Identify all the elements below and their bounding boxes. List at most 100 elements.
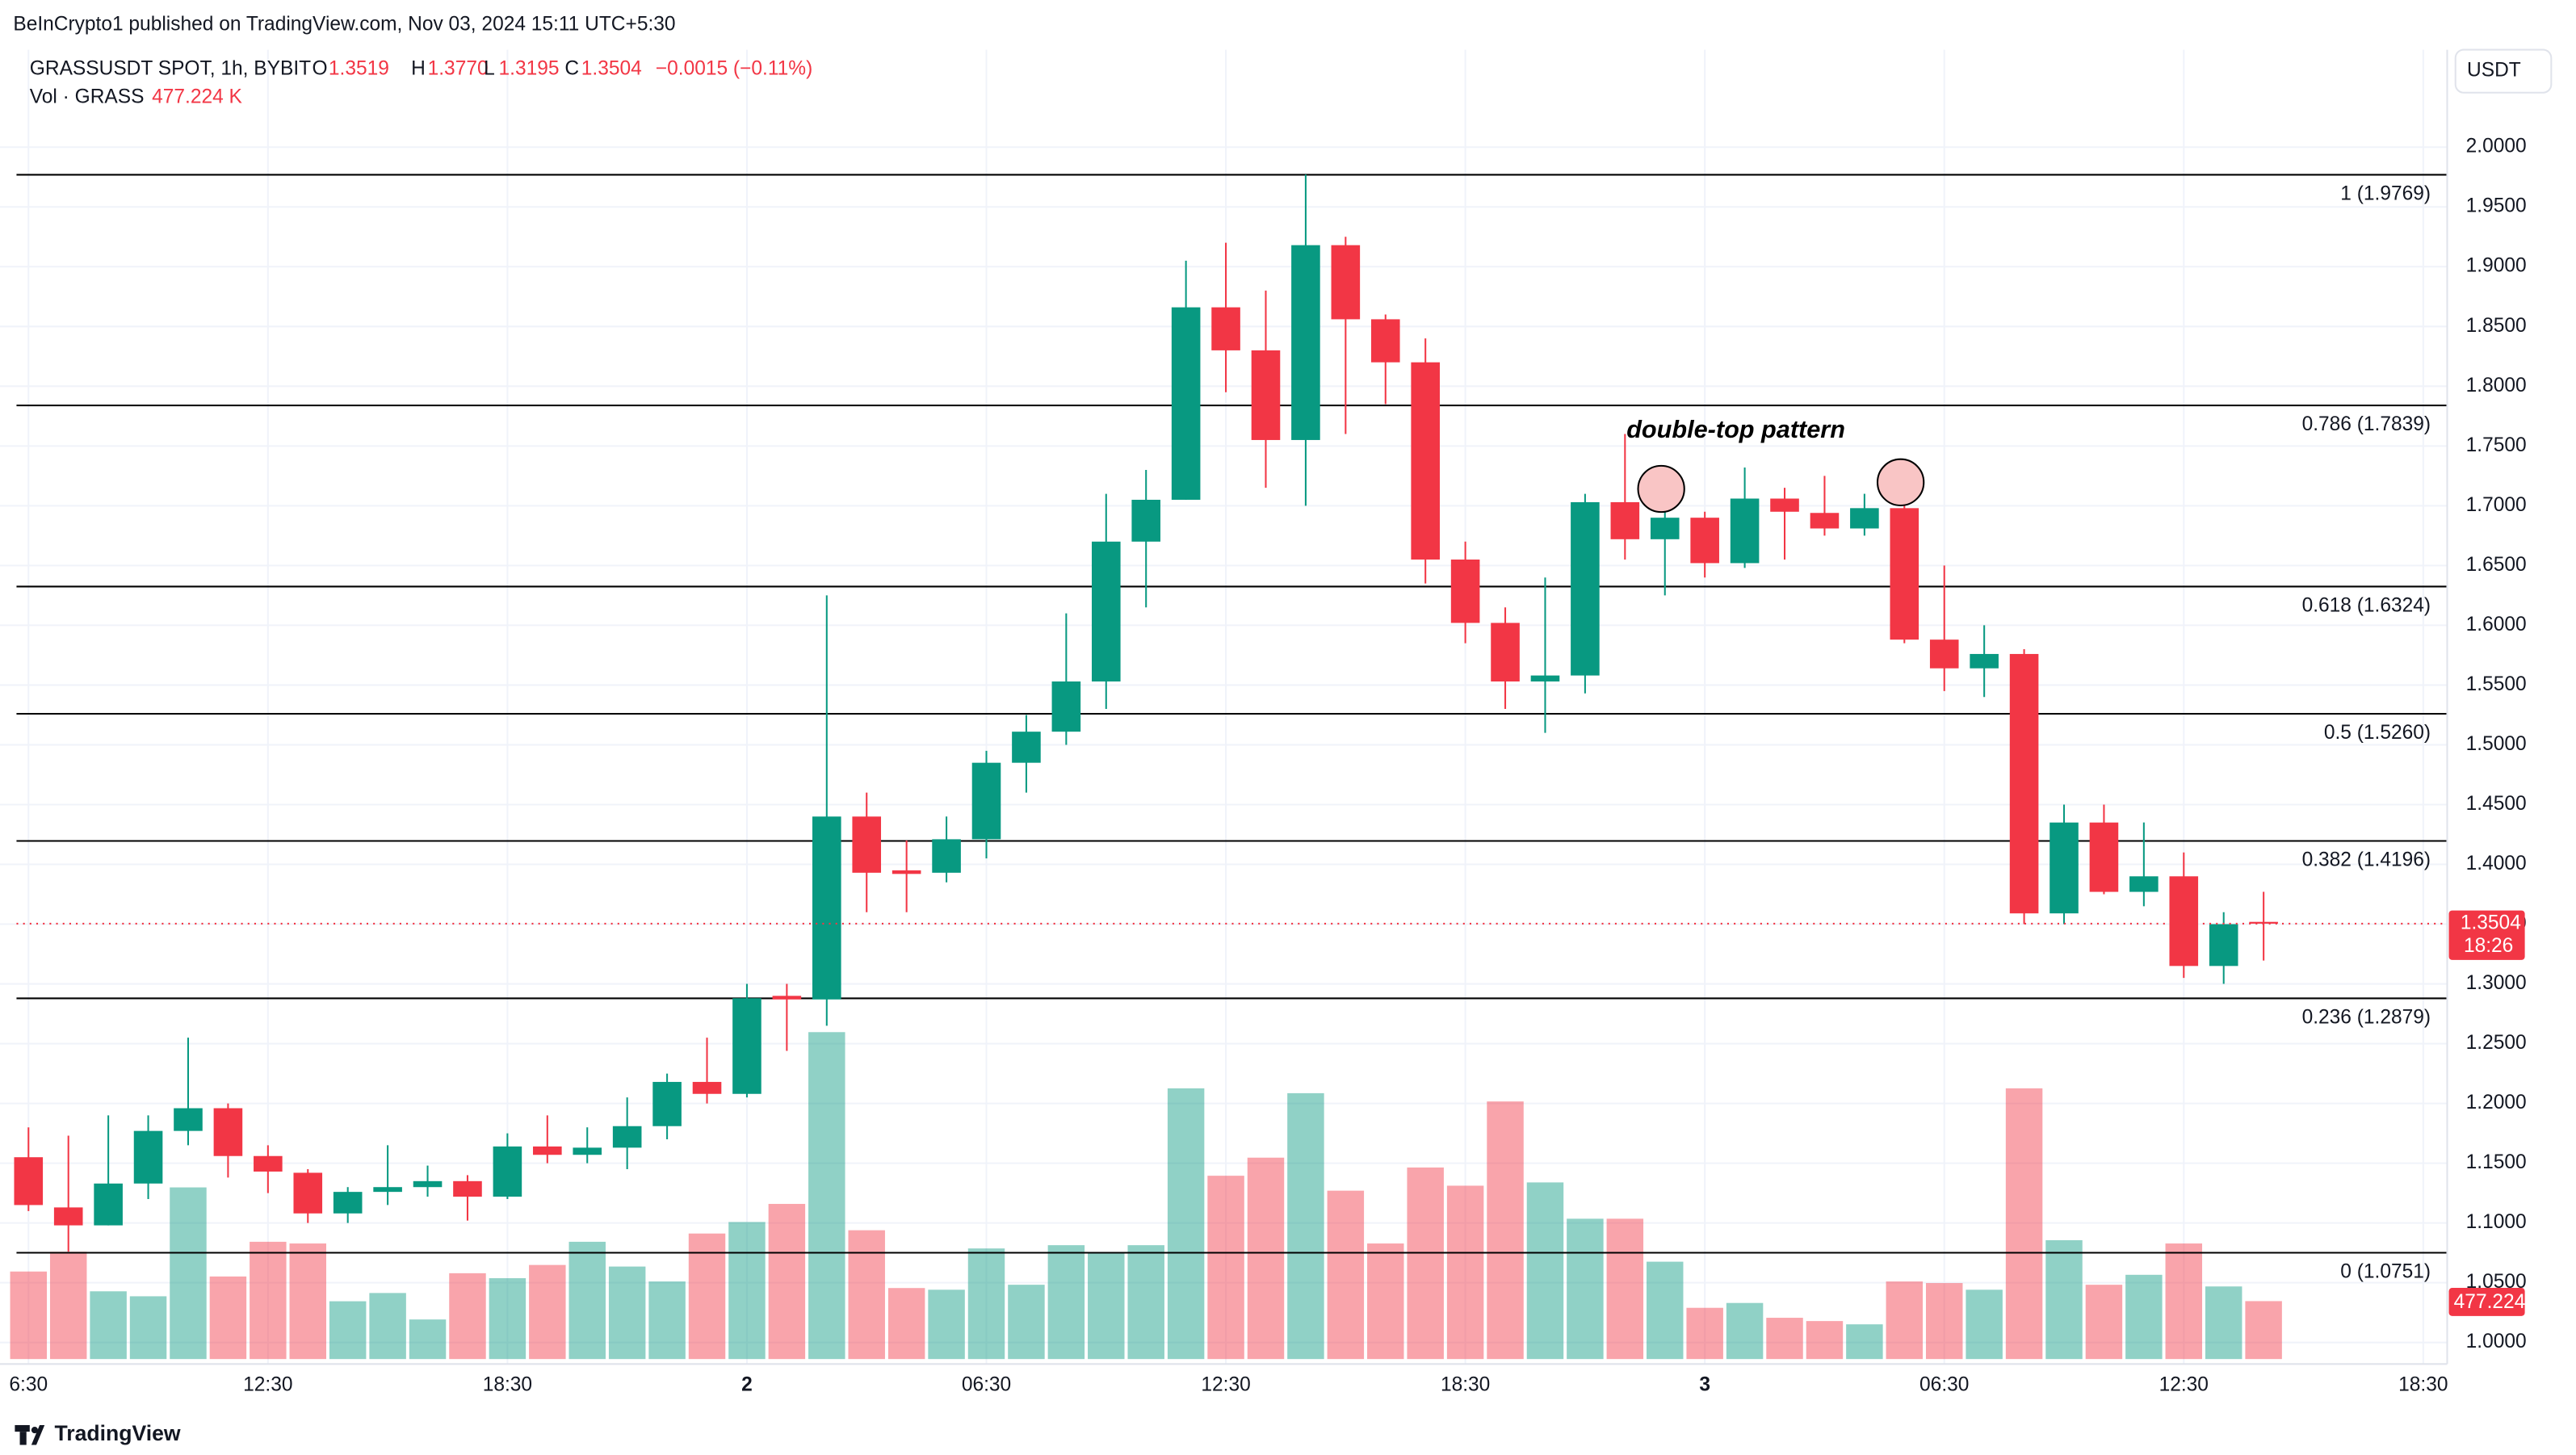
candle-body: [2049, 822, 2079, 914]
volume-bar: [728, 1222, 766, 1360]
candle-body: [373, 1187, 402, 1193]
candle-body: [652, 1081, 682, 1126]
candle-body: [333, 1192, 363, 1214]
volume-bar: [1886, 1281, 1924, 1360]
candle-body: [133, 1130, 163, 1184]
volume-bar: [1567, 1218, 1604, 1360]
fib-label: 0.786 (1.7839): [2302, 413, 2431, 435]
candle-body: [1970, 653, 1999, 669]
candle-body: [692, 1081, 722, 1094]
volume-bar: [848, 1230, 885, 1360]
candle-body: [1571, 501, 1600, 676]
candle-body: [213, 1108, 243, 1156]
volume-bar: [1367, 1243, 1404, 1360]
legend-symbol: GRASSUSDT SPOT, 1h, BYBIT: [30, 58, 311, 80]
candle-body: [2249, 921, 2278, 924]
y-tick-label: 1.1500: [2466, 1151, 2527, 1173]
candle-body: [1291, 245, 1320, 440]
axis-layer: 1.00001.05001.10001.15001.20001.25001.30…: [9, 136, 2545, 1396]
y-tick-label: 1.6500: [2466, 554, 2527, 576]
candle-body: [1131, 499, 1161, 542]
volume-bar: [2245, 1301, 2282, 1360]
volume-bar: [10, 1271, 48, 1360]
volume-bar: [1127, 1245, 1164, 1360]
candle-body: [493, 1146, 522, 1197]
price-badge-value: 1.3504: [2461, 912, 2521, 933]
y-tick-label: 1.3000: [2466, 972, 2527, 994]
candle-body: [1331, 245, 1361, 320]
published-note: BeInCrypto1 published on TradingView.com…: [13, 13, 675, 35]
volume-bar: [409, 1319, 447, 1360]
candle-body: [2089, 822, 2119, 892]
x-tick-label: 2: [741, 1373, 753, 1395]
y-tick-label: 1.4000: [2466, 853, 2527, 874]
legend-o-label: O: [312, 58, 327, 80]
volume-bar: [2085, 1285, 2123, 1360]
grid-layer: [0, 49, 2448, 1365]
y-tick-label: 1.8000: [2466, 375, 2527, 396]
volume-bar: [250, 1241, 287, 1360]
volume-bar: [49, 1252, 87, 1360]
x-tick-label: 12:30: [1201, 1373, 1250, 1395]
y-tick-label: 1.6000: [2466, 614, 2527, 635]
volume-bar: [1287, 1092, 1324, 1360]
volume-bar: [449, 1273, 486, 1360]
volume-bar: [1487, 1101, 1524, 1360]
volume-bar: [568, 1241, 606, 1360]
x-tick-label: 12:30: [2159, 1373, 2209, 1395]
y-tick-label: 1.2500: [2466, 1032, 2527, 1054]
volume-bar: [808, 1032, 845, 1360]
candle-body: [852, 816, 882, 873]
candle-body: [2209, 924, 2238, 967]
volume-bar: [90, 1291, 127, 1360]
candle-body: [94, 1183, 123, 1226]
candle-body: [932, 839, 961, 873]
x-tick-label: 18:30: [2398, 1373, 2448, 1395]
fib-layer: 1 (1.9769) 0.786 (1.7839) 0.618 (1.6324) 0.…: [16, 174, 2448, 1283]
volume-bar: [688, 1233, 726, 1360]
candle-body: [2169, 876, 2199, 967]
y-tick-label: 1.4500: [2466, 793, 2527, 815]
volume-bar: [1726, 1302, 1764, 1360]
volume-bar: [209, 1276, 247, 1360]
volume-bar: [489, 1278, 527, 1360]
volume-bar: [1647, 1261, 1684, 1360]
candle-body: [1411, 362, 1440, 560]
candle-body: [453, 1180, 482, 1197]
volume-bar: [369, 1293, 406, 1360]
volume-bar: [608, 1266, 646, 1360]
candle-body: [1890, 508, 1919, 640]
candle-body: [1530, 675, 1560, 681]
legend-volume: 477.224 K: [152, 86, 242, 107]
volume-layer: [10, 1032, 2282, 1360]
candle-body: [812, 816, 841, 1000]
volume-bar: [1446, 1185, 1484, 1360]
currency-label[interactable]: USDT: [2467, 60, 2521, 82]
y-tick-label: 1.5500: [2466, 673, 2527, 695]
fib-label: 0.5 (1.5260): [2324, 722, 2431, 744]
volume-bar: [1766, 1318, 1803, 1360]
candle-layer: [14, 174, 2278, 1252]
currency-button[interactable]: [2454, 48, 2553, 94]
candle-body: [1491, 623, 1520, 681]
candle-body: [1450, 559, 1480, 623]
volume-bar: [2045, 1239, 2083, 1360]
candle-body: [14, 1157, 44, 1206]
legend-l-label: L: [484, 58, 495, 80]
volume-bar: [1088, 1253, 1125, 1360]
candle-body: [1251, 350, 1281, 440]
x-tick-label: 18:30: [1441, 1373, 1490, 1395]
y-tick-label: 2.0000: [2466, 136, 2527, 157]
volume-bar: [1806, 1321, 1844, 1360]
price-badge-countdown: 18:26: [2464, 935, 2513, 957]
candle-body: [1211, 307, 1240, 350]
volume-badge: [2448, 1288, 2525, 1316]
volume-bar: [768, 1204, 806, 1360]
candle-body: [1730, 498, 1760, 564]
candle-body: [413, 1180, 443, 1188]
volume-bar: [967, 1248, 1005, 1360]
candle-body: [533, 1146, 562, 1155]
y-tick-label: 1.9500: [2466, 195, 2527, 217]
candle-body: [174, 1108, 203, 1131]
y-tick-label: 1.9000: [2466, 255, 2527, 277]
